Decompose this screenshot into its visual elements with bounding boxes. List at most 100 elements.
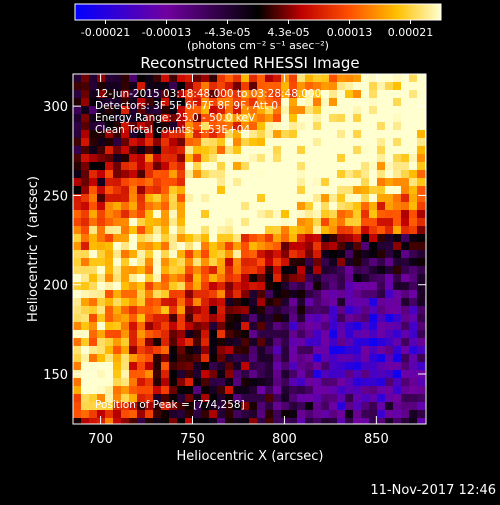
- heatmap-cell: [177, 138, 186, 147]
- heatmap-cell: [361, 170, 370, 179]
- heatmap-cell: [89, 354, 98, 363]
- x-tick-label: 750: [180, 432, 205, 447]
- heatmap-cell: [401, 418, 410, 424]
- heatmap-cell: [353, 114, 362, 123]
- heatmap-cell: [97, 346, 106, 355]
- heatmap-cell: [105, 250, 114, 259]
- heatmap-cell: [337, 362, 346, 371]
- heatmap-cell: [97, 178, 106, 187]
- heatmap-cell: [265, 90, 274, 99]
- heatmap-cell: [249, 210, 258, 219]
- heatmap-cell: [361, 114, 370, 123]
- heatmap-cell: [353, 138, 362, 147]
- heatmap-cell: [313, 274, 322, 283]
- heatmap-cell: [305, 178, 314, 187]
- heatmap-cell: [329, 370, 338, 379]
- heatmap-cell: [393, 210, 402, 219]
- heatmap-cell: [353, 122, 362, 131]
- heatmap-cell: [345, 394, 354, 403]
- heatmap-cell: [233, 90, 242, 99]
- heatmap-cell: [305, 346, 314, 355]
- heatmap-cell: [289, 338, 298, 347]
- heatmap-cell: [369, 274, 378, 283]
- heatmap-cell: [241, 354, 250, 363]
- heatmap-cell: [377, 186, 386, 195]
- heatmap-cell: [281, 234, 290, 243]
- heatmap-cell: [297, 170, 306, 179]
- heatmap-cell: [385, 250, 394, 259]
- heatmap-cell: [217, 258, 226, 267]
- heatmap-cell: [313, 346, 322, 355]
- heatmap-cell: [105, 186, 114, 195]
- heatmap-cell: [177, 146, 186, 155]
- heatmap-cell: [337, 114, 346, 123]
- heatmap-cell: [409, 106, 418, 115]
- heatmap-cell: [137, 202, 146, 211]
- heatmap-cell: [361, 266, 370, 275]
- heatmap-cell: [185, 418, 194, 424]
- heatmap-cell: [313, 338, 322, 347]
- heatmap-cell: [321, 106, 330, 115]
- heatmap-cell: [417, 122, 426, 131]
- heatmap-image: [73, 74, 426, 424]
- colorbar-tick-label: 0.00013: [327, 26, 373, 39]
- heatmap-cell: [345, 290, 354, 299]
- heatmap-cell: [233, 418, 242, 424]
- heatmap-cell: [193, 82, 202, 91]
- heatmap-cell: [81, 338, 90, 347]
- heatmap-cell: [193, 74, 202, 83]
- heatmap-cell: [217, 386, 226, 395]
- heatmap-cell: [97, 266, 106, 275]
- heatmap-cell: [249, 234, 258, 243]
- heatmap-cell: [201, 170, 210, 179]
- heatmap-cell: [209, 274, 218, 283]
- heatmap-cell: [225, 210, 234, 219]
- heatmap-cell: [137, 194, 146, 203]
- heatmap-cell: [193, 274, 202, 283]
- heatmap-cell: [393, 98, 402, 107]
- heatmap-cell: [353, 74, 362, 83]
- heatmap-cell: [305, 394, 314, 403]
- heatmap-cell: [153, 74, 162, 83]
- heatmap-cell: [129, 170, 138, 179]
- heatmap-cell: [81, 322, 90, 331]
- heatmap-cell: [145, 386, 154, 395]
- heatmap-cell: [417, 306, 426, 315]
- heatmap-cell: [81, 154, 90, 163]
- colorbar-unit-label: (photons cm⁻² s⁻¹ asec⁻²): [187, 39, 329, 52]
- heatmap-cell: [217, 242, 226, 251]
- heatmap-cell: [217, 82, 226, 91]
- heatmap-cell: [89, 370, 98, 379]
- heatmap-cell: [401, 194, 410, 203]
- heatmap-cell: [337, 186, 346, 195]
- heatmap-cell: [241, 202, 250, 211]
- heatmap-cell: [105, 74, 114, 83]
- heatmap-cell: [345, 402, 354, 411]
- heatmap-cell: [249, 74, 258, 83]
- heatmap-cell: [257, 282, 266, 291]
- heatmap-cell: [273, 98, 282, 107]
- heatmap-cell: [113, 194, 122, 203]
- heatmap-cell: [233, 98, 242, 107]
- heatmap-cell: [241, 362, 250, 371]
- heatmap-cell: [145, 266, 154, 275]
- heatmap-cell: [249, 298, 258, 307]
- heatmap-cell: [377, 130, 386, 139]
- heatmap-cell: [345, 354, 354, 363]
- heatmap-cell: [113, 282, 122, 291]
- heatmap-cell: [137, 234, 146, 243]
- heatmap-cell: [145, 226, 154, 235]
- heatmap-cell: [193, 210, 202, 219]
- heatmap-cell: [385, 170, 394, 179]
- heatmap-cell: [345, 154, 354, 163]
- heatmap-cell: [161, 210, 170, 219]
- heatmap-cell: [249, 330, 258, 339]
- heatmap-cell: [377, 346, 386, 355]
- heatmap-cell: [193, 138, 202, 147]
- heatmap-cell: [169, 162, 178, 171]
- heatmap-cell: [177, 346, 186, 355]
- heatmap-cell: [409, 194, 418, 203]
- heatmap-cell: [321, 122, 330, 131]
- heatmap-cell: [313, 218, 322, 227]
- heatmap-cell: [105, 362, 114, 371]
